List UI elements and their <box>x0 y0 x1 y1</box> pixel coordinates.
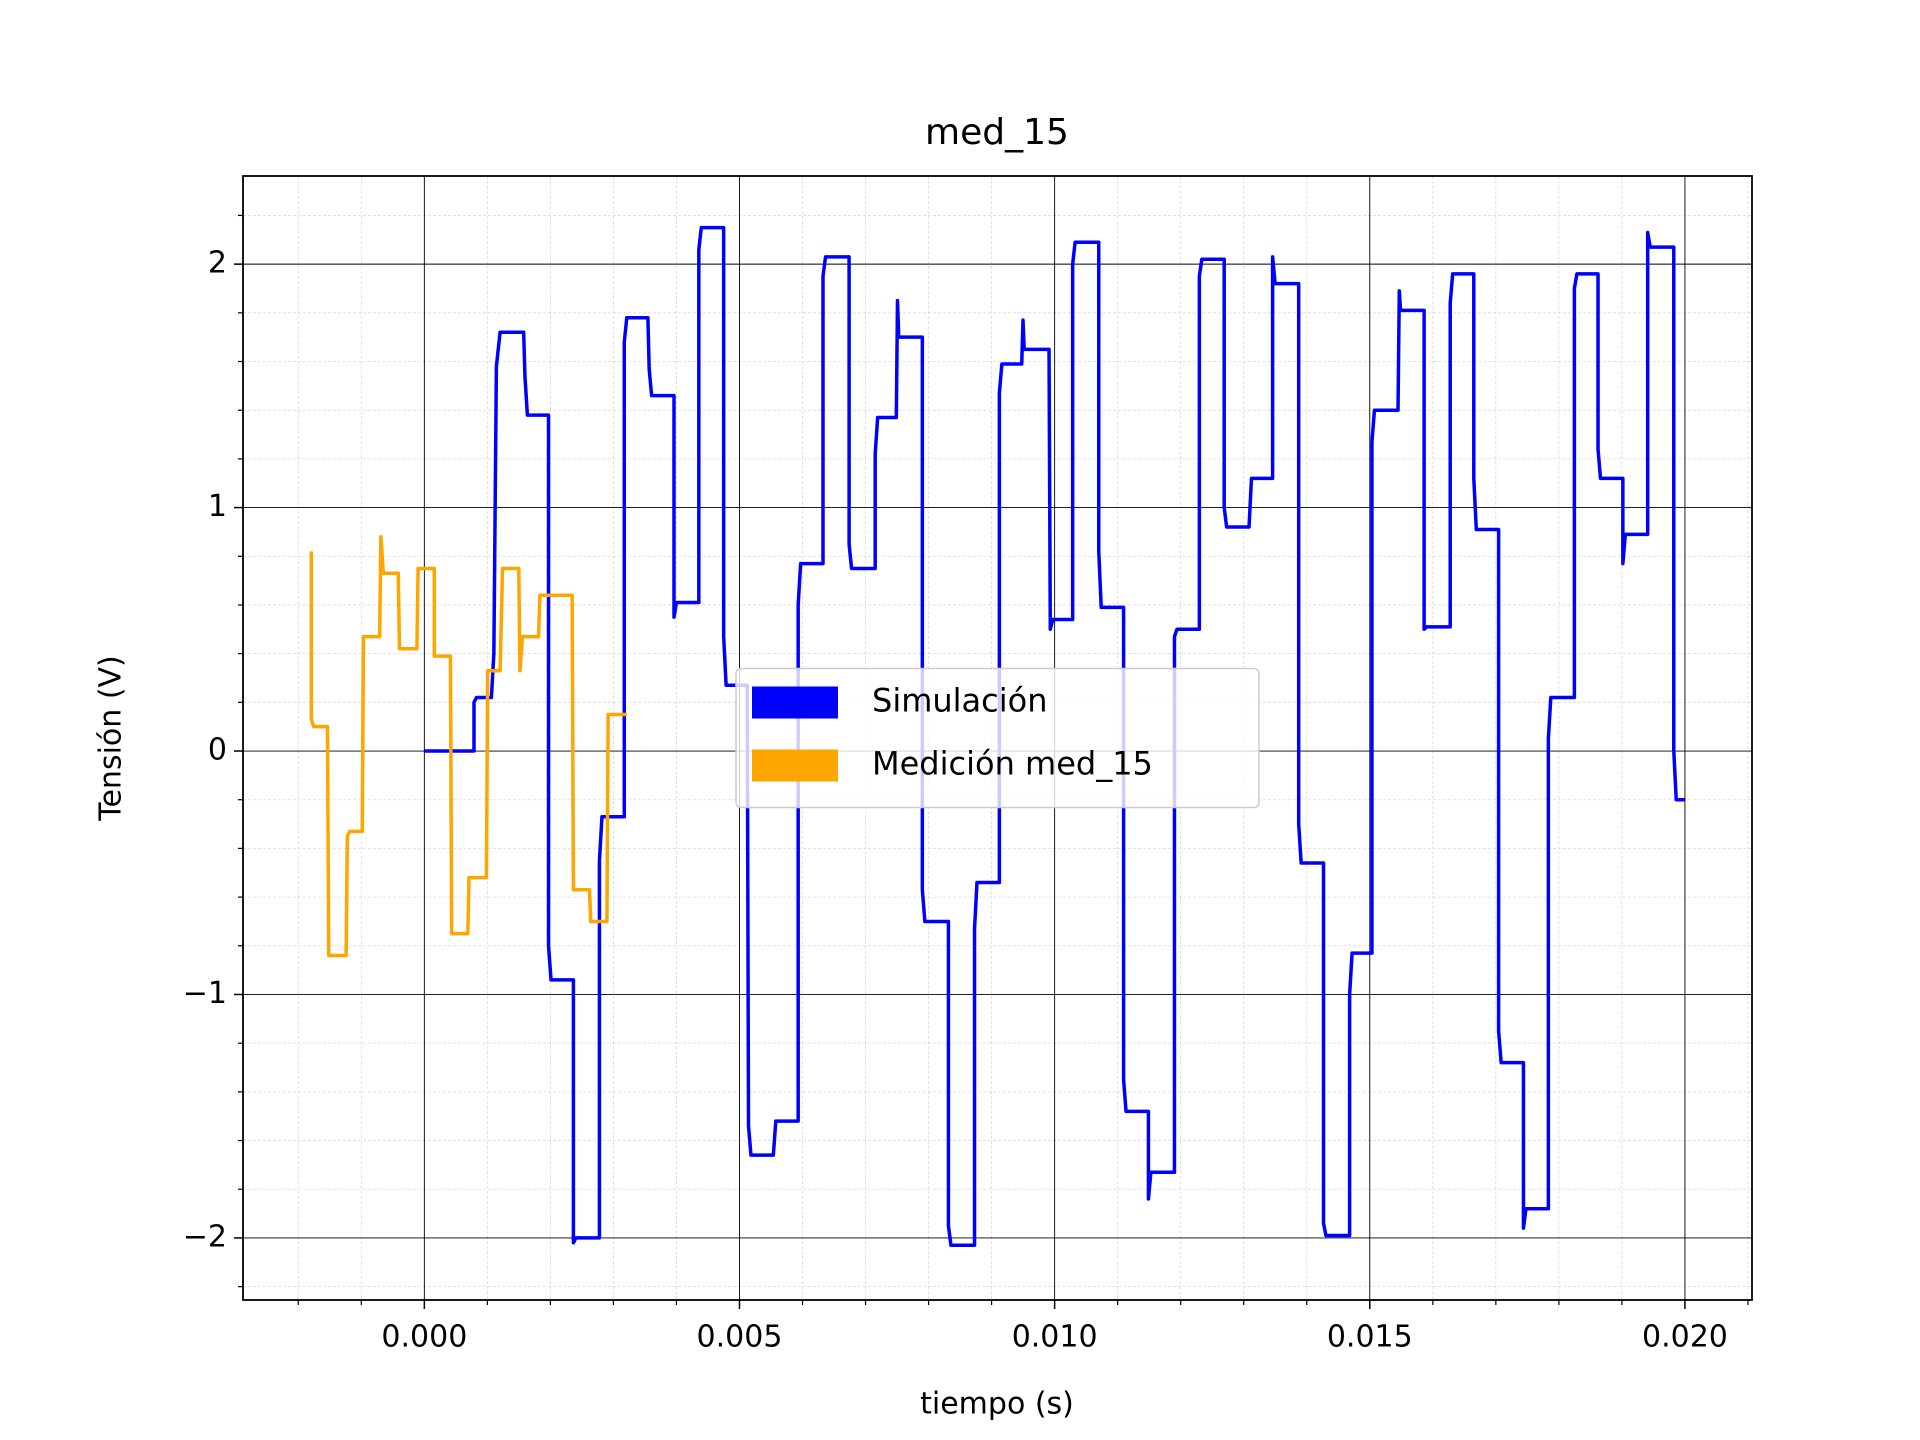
x-tick-label: 0.020 <box>1642 1320 1728 1355</box>
plot-frame <box>242 175 1753 1301</box>
y-tick-label: −2 <box>183 1219 227 1254</box>
legend-box <box>735 667 1260 809</box>
x-axis-label: tiempo (s) <box>920 1387 1074 1422</box>
y-axis-label: Tensión (V) <box>94 655 129 822</box>
axes: 0.000 0.005 0.010 0.015 0.020 −2 −1 0 1 2 <box>183 175 1753 1355</box>
x-tick-label: 0.005 <box>697 1320 783 1355</box>
legend-label: Simulación <box>872 682 1048 720</box>
y-tick-label: 0 <box>208 733 227 768</box>
y-tick-label: 1 <box>208 489 227 524</box>
legend-swatch <box>752 749 838 782</box>
plot-lines <box>309 225 1685 1247</box>
legend: Simulación Medición med_15 <box>735 667 1260 809</box>
chart-title: med_15 <box>925 112 1069 153</box>
series-line <box>424 225 1685 1247</box>
series-line <box>309 535 627 958</box>
legend-swatch <box>752 686 838 719</box>
x-tick-label: 0.010 <box>1012 1320 1098 1355</box>
x-tick-label: 0.015 <box>1327 1320 1413 1355</box>
x-tick-label: 0.000 <box>381 1320 467 1355</box>
y-tick-label: 2 <box>208 246 227 281</box>
legend-label: Medición med_15 <box>872 745 1153 783</box>
y-tick-label: −1 <box>183 976 227 1011</box>
